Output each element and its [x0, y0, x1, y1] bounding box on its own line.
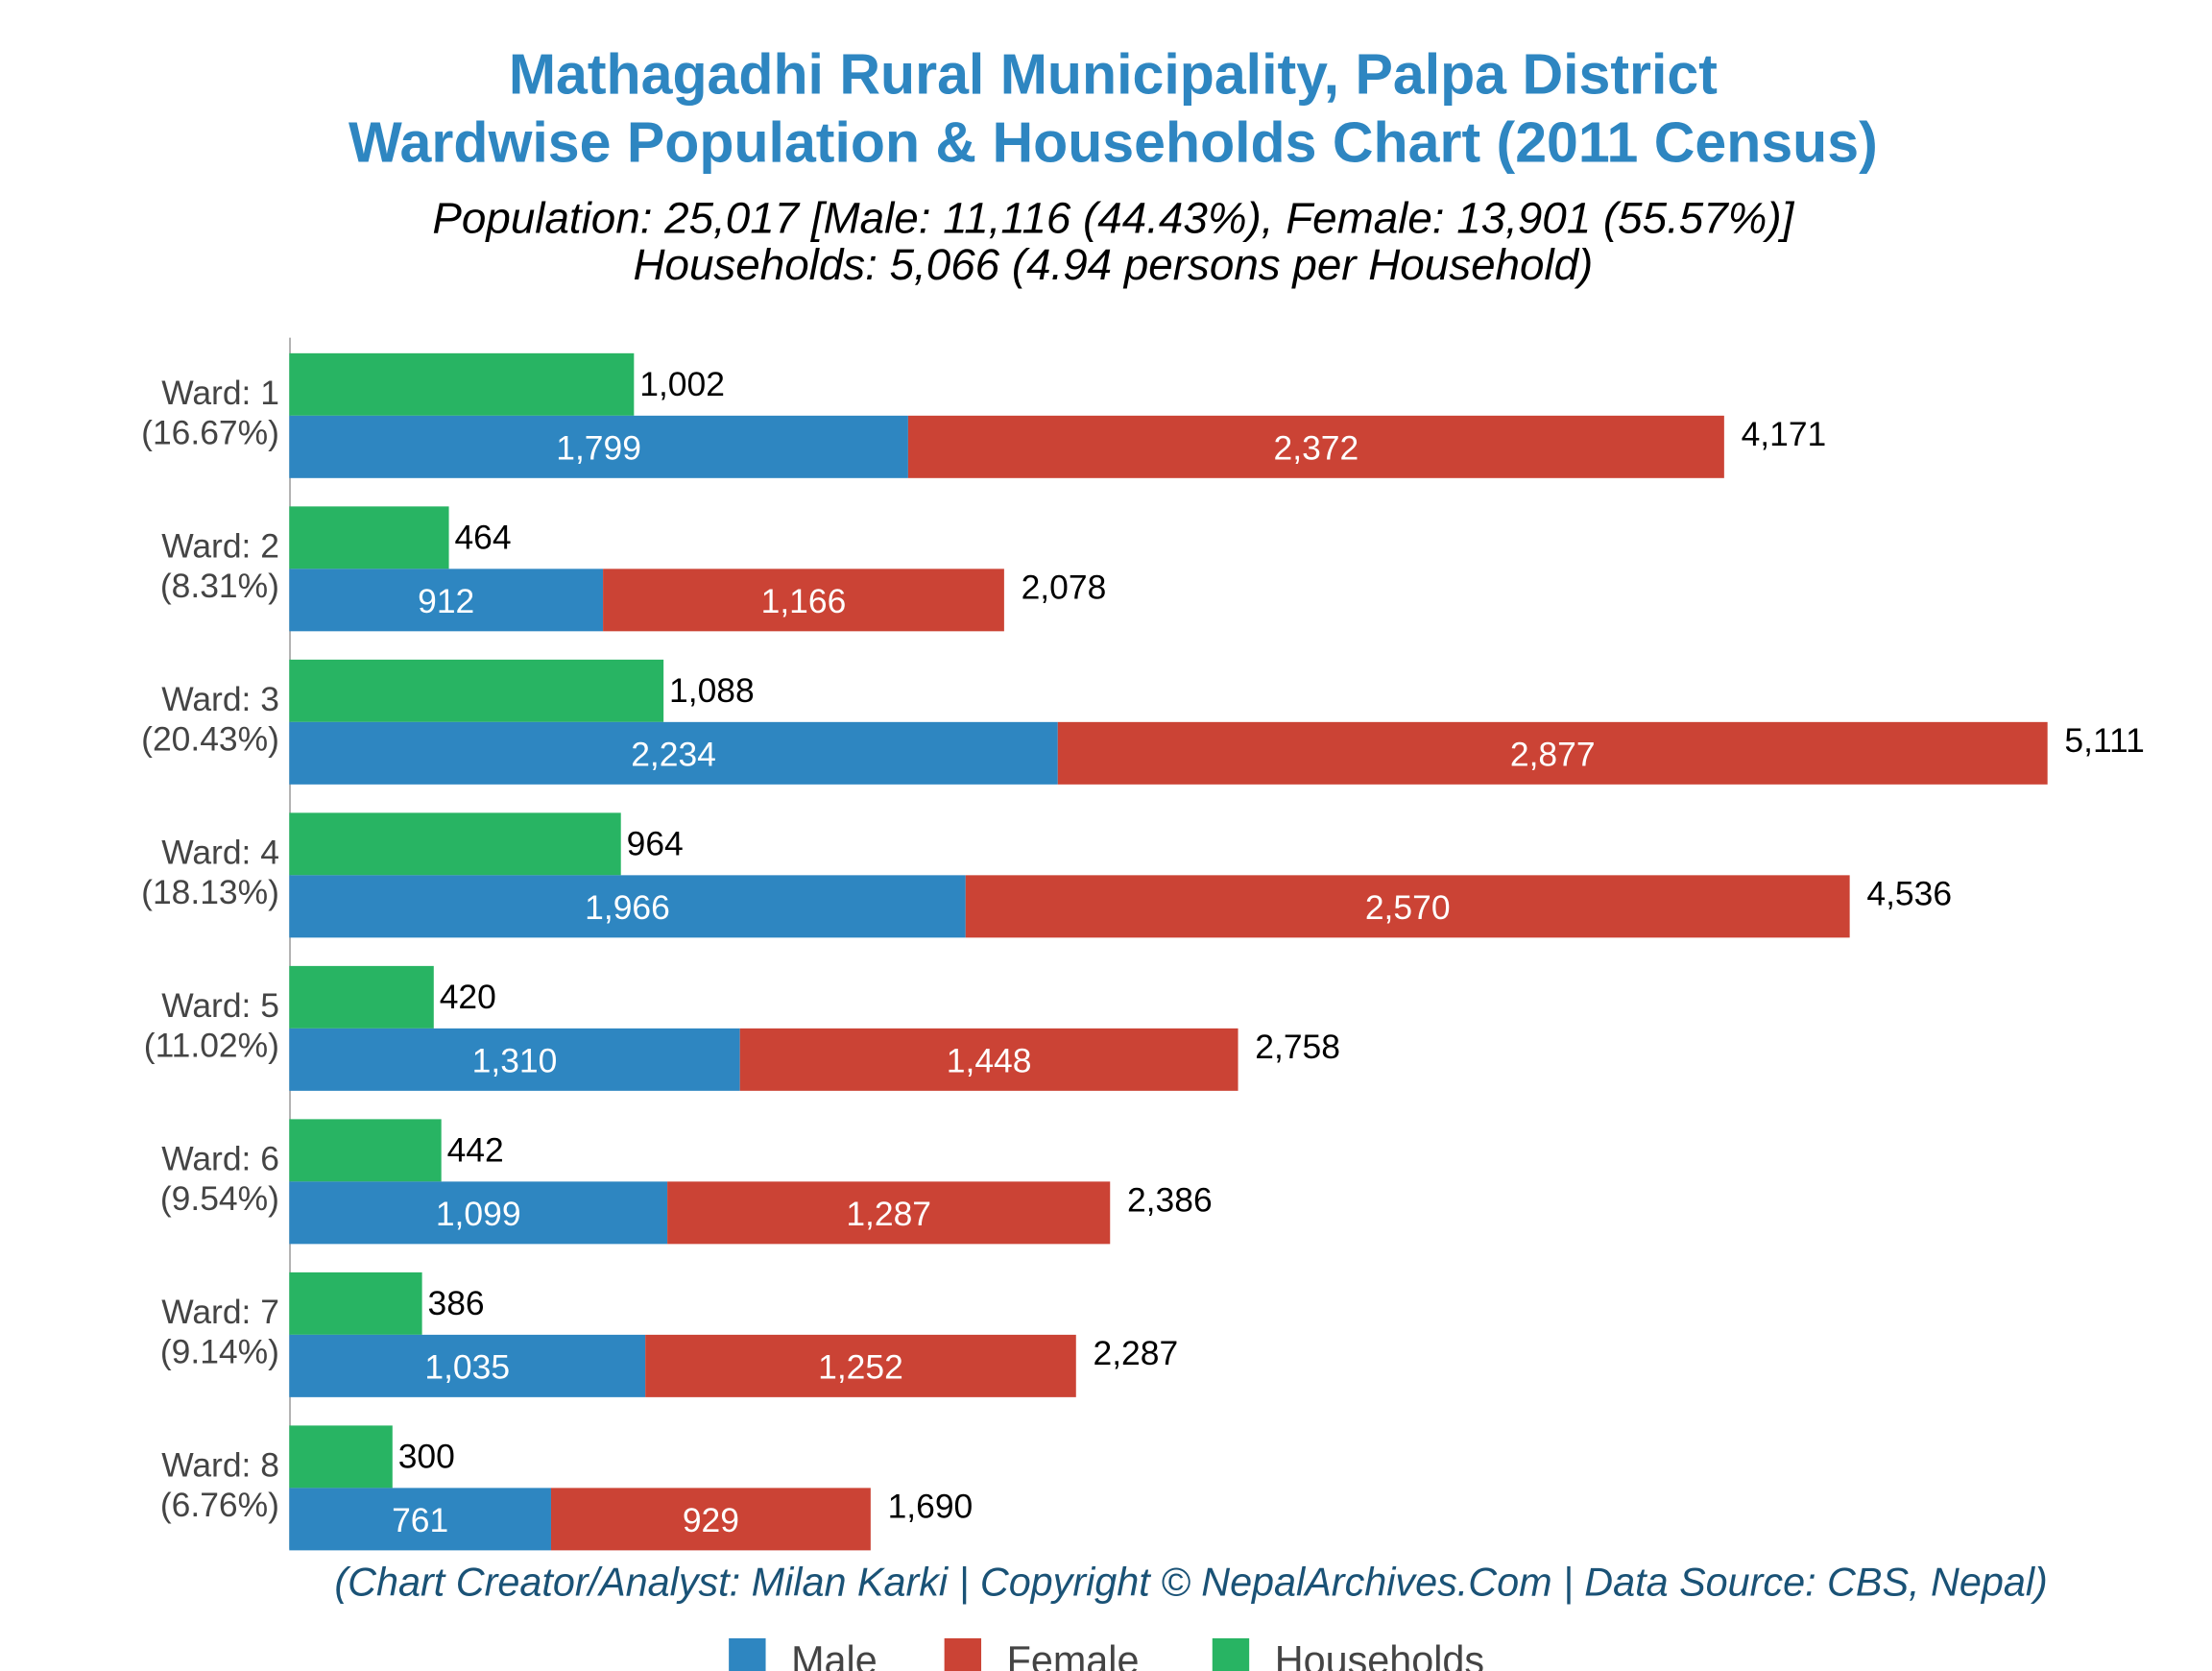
male-value-label: 1,035: [424, 1348, 510, 1387]
households-value-label: 386: [428, 1284, 485, 1322]
households-bar: [289, 1271, 422, 1335]
female-value-label: 1,448: [947, 1042, 1032, 1080]
ward-label: Ward: 4: [161, 834, 279, 872]
male-value-label: 761: [392, 1501, 448, 1539]
female-bar: [550, 1488, 871, 1551]
ward-label: Ward: 3: [161, 680, 279, 718]
legend-swatch-female: [944, 1637, 982, 1671]
female-bar: [965, 875, 1850, 938]
legend: Male Female Households: [729, 1638, 1484, 1671]
households-bar: [289, 965, 434, 1029]
male-bar: [289, 415, 908, 478]
households-value-label: 420: [440, 978, 496, 1016]
male-value-label: 1,099: [436, 1195, 521, 1233]
households-bar: [289, 352, 635, 416]
male-bar: [289, 1488, 551, 1551]
households-bar: [289, 659, 664, 722]
male-value-label: 1,310: [472, 1042, 558, 1080]
female-value-label: 2,570: [1365, 888, 1451, 927]
male-bar: [289, 1028, 740, 1091]
female-value-label: 2,372: [1274, 429, 1359, 468]
female-value-label: 1,252: [818, 1348, 903, 1387]
households-value-label: 300: [398, 1438, 455, 1476]
ward-share-label: (9.54%): [160, 1179, 279, 1218]
male-value-label: 1,966: [585, 888, 670, 927]
total-value-label: 2,078: [1022, 568, 1107, 606]
male-value-label: 912: [418, 582, 474, 620]
households-bar: [289, 1425, 393, 1489]
female-value-label: 2,877: [1510, 736, 1596, 774]
female-bar: [603, 569, 1004, 632]
chart-footer: (Chart Creator/Analyst: Milan Karki | Co…: [334, 1561, 2047, 1605]
ward-share-label: (11.02%): [144, 1026, 279, 1064]
total-value-label: 4,536: [1866, 874, 1952, 912]
ward-share-label: (18.13%): [141, 873, 279, 911]
female-bar: [739, 1028, 1238, 1091]
total-value-label: 2,758: [1255, 1028, 1340, 1066]
chart-title-line-2: Wardwise Population & Households Chart (…: [349, 110, 1878, 174]
total-value-label: 2,287: [1093, 1334, 1178, 1372]
male-value-label: 2,234: [631, 736, 716, 774]
chart-subtitle-line-2: Households: 5,066 (4.94 persons per Hous…: [633, 240, 1593, 289]
households-value-label: 464: [454, 519, 511, 557]
households-value-label: 442: [447, 1131, 504, 1170]
male-bar: [289, 1181, 668, 1245]
legend-label-households: Households: [1275, 1638, 1484, 1671]
ward-label: Ward: 1: [161, 374, 279, 412]
male-bar: [289, 721, 1058, 785]
total-value-label: 4,171: [1742, 415, 1827, 453]
chart-subtitle-line-1: Population: 25,017 [Male: 11,116 (44.43%…: [432, 193, 1794, 242]
plot-area: Ward: 1(16.67%) 1,002 1,799 2,372 4,171 Ward:…: [141, 352, 2145, 1551]
female-bar: [645, 1334, 1076, 1397]
ward-label: Ward: 8: [161, 1446, 279, 1485]
households-bar: [289, 506, 449, 569]
male-bar: [289, 875, 966, 938]
ward-label: Ward: 6: [161, 1140, 279, 1178]
ward-share-label: (8.31%): [160, 567, 279, 605]
female-value-label: 1,166: [761, 582, 847, 620]
ward-share-label: (6.76%): [160, 1486, 279, 1524]
female-value-label: 929: [683, 1501, 739, 1539]
total-value-label: 1,690: [888, 1487, 974, 1525]
ward-label: Ward: 5: [161, 986, 279, 1025]
ward-label: Ward: 7: [161, 1293, 279, 1331]
legend-label-female: Female: [1007, 1638, 1140, 1671]
total-value-label: 2,386: [1127, 1180, 1213, 1219]
ward-share-label: (20.43%): [141, 719, 279, 758]
female-bar: [907, 415, 1724, 478]
legend-swatch-male: [729, 1637, 766, 1671]
legend-label-male: Male: [791, 1638, 878, 1671]
female-bar: [667, 1181, 1111, 1245]
male-value-label: 1,799: [556, 429, 641, 468]
male-bar: [289, 569, 604, 632]
ward-share-label: (16.67%): [141, 413, 279, 451]
total-value-label: 5,111: [2064, 721, 2144, 760]
male-bar: [289, 1334, 646, 1397]
female-value-label: 1,287: [846, 1195, 931, 1233]
households-bar: [289, 1119, 442, 1182]
female-bar: [1057, 721, 2048, 785]
households-bar: [289, 812, 621, 876]
chart-title-line-1: Mathagadhi Rural Municipality, Palpa Dis…: [509, 43, 1718, 107]
households-value-label: 1,002: [639, 365, 725, 403]
ward-share-label: (9.14%): [160, 1332, 279, 1370]
legend-swatch-households: [1212, 1637, 1250, 1671]
ward-label: Ward: 2: [161, 527, 279, 566]
households-value-label: 964: [627, 825, 684, 863]
households-value-label: 1,088: [669, 671, 755, 710]
